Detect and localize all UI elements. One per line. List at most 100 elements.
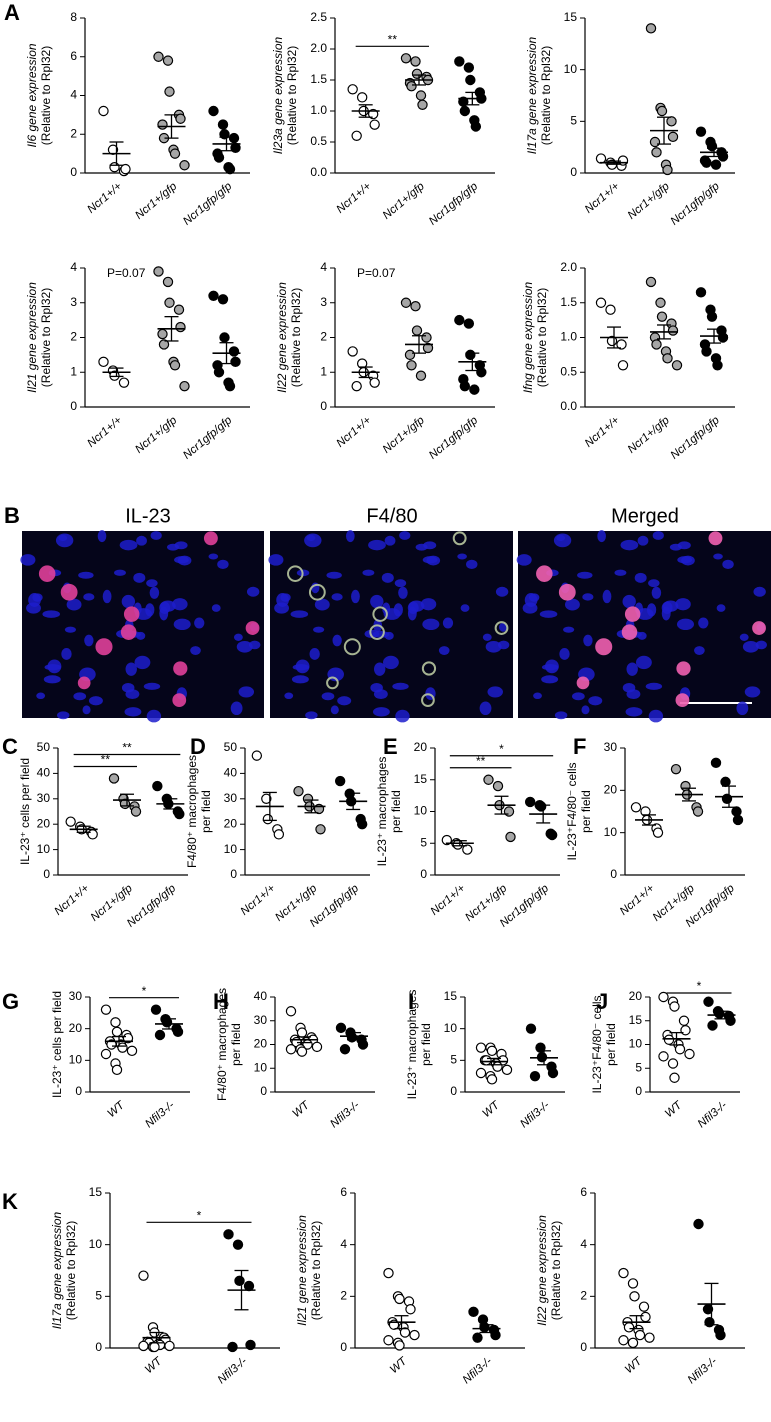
y-tick-label: 20	[224, 816, 238, 830]
nucleus	[398, 586, 408, 599]
y-tick-label: 6	[70, 49, 77, 63]
nucleus	[36, 692, 46, 700]
data-point	[175, 321, 186, 333]
nucleus	[669, 543, 682, 551]
y-tick-label: 5	[570, 114, 577, 128]
data-point	[678, 1015, 690, 1026]
data-point	[695, 126, 707, 137]
nucleus	[146, 579, 158, 588]
data-point	[109, 161, 120, 173]
nucleus	[460, 604, 470, 612]
data-point	[117, 1042, 128, 1053]
y-tick-label: 0	[260, 1084, 267, 1098]
data-point	[110, 1017, 121, 1028]
nucleus	[134, 655, 151, 670]
data-point	[644, 1332, 655, 1343]
y-tick-label: 0	[43, 867, 50, 881]
data-point	[667, 1058, 679, 1069]
data-point	[138, 1270, 149, 1281]
nucleus	[422, 618, 440, 630]
data-point	[98, 105, 109, 117]
nucleus	[321, 692, 335, 701]
data-point	[87, 829, 98, 840]
nucleus	[309, 648, 320, 660]
nucleus	[442, 617, 454, 629]
nucleus	[539, 610, 558, 618]
nucleus	[554, 711, 568, 720]
panel-letter: I	[408, 989, 414, 1014]
panel-letter: C	[2, 734, 18, 759]
stained-cell	[558, 583, 576, 601]
nucleus	[268, 554, 284, 566]
nucleus	[399, 531, 411, 540]
data-point	[213, 367, 225, 378]
y-axis-label: Il17a gene expression	[50, 1211, 64, 1329]
nucleus	[172, 598, 188, 611]
nucleus	[516, 554, 532, 566]
data-point	[454, 314, 465, 326]
nucleus	[637, 535, 649, 546]
data-point	[346, 1032, 358, 1043]
annotation: P=0.07	[357, 266, 396, 280]
data-point	[684, 1048, 695, 1060]
nucleus	[602, 589, 612, 604]
y-tick-label: 0	[580, 1340, 587, 1354]
data-point	[153, 51, 164, 62]
y-tick-label: 15	[564, 10, 578, 24]
y-tick-label: 4	[340, 1237, 347, 1251]
y-tick-label: 2.5	[310, 10, 327, 24]
data-point	[367, 108, 379, 120]
y-tick-label: 2	[320, 330, 327, 344]
data-point	[335, 1022, 347, 1034]
nucleus	[420, 598, 437, 611]
nucleus	[295, 659, 310, 674]
data-point	[347, 84, 358, 95]
significance-label: **	[388, 32, 398, 46]
data-point	[717, 332, 729, 343]
stained-cell	[123, 606, 140, 622]
stained-cell	[494, 621, 509, 635]
y-tick-label: 30	[37, 791, 51, 805]
data-point	[383, 1335, 394, 1346]
stained-cell	[287, 565, 304, 582]
nucleus	[125, 689, 140, 699]
nucleus	[58, 534, 68, 542]
stained-cell	[95, 638, 113, 656]
data-point	[481, 1055, 492, 1066]
y-tick-label: 10	[414, 804, 428, 818]
data-point	[100, 1004, 112, 1015]
y-tick-label: 0.5	[310, 134, 327, 148]
nucleus	[373, 689, 388, 699]
data-point	[616, 339, 627, 350]
data-point	[409, 1329, 420, 1341]
image-title: F4/80	[366, 505, 417, 527]
nucleus	[149, 586, 160, 599]
x-tick-label: Ncr1+/gfp	[381, 180, 428, 222]
data-point	[605, 304, 616, 315]
nucleus	[661, 606, 671, 621]
y-tick-label: 20	[629, 989, 643, 1003]
data-point	[667, 131, 679, 143]
nucleus	[230, 701, 243, 716]
nucleus	[211, 604, 221, 612]
nucleus	[626, 689, 641, 699]
data-point	[394, 1340, 405, 1351]
data-point	[347, 346, 358, 357]
y-tick-label: 20	[414, 740, 428, 754]
y-axis-label: (Relative to Rpl32)	[535, 288, 549, 387]
data-point	[169, 148, 181, 159]
y-axis-label: (Relative to Rpl32)	[39, 46, 53, 145]
data-point	[546, 829, 558, 841]
y-tick-label: 2	[70, 126, 77, 140]
y-tick-label: 10	[604, 825, 618, 839]
data-point	[670, 763, 682, 775]
nucleus	[332, 634, 342, 647]
data-point	[701, 346, 712, 357]
data-point	[463, 62, 475, 73]
y-tick-label: 0.0	[310, 165, 327, 179]
data-point	[505, 831, 516, 843]
data-point	[486, 1045, 498, 1057]
data-point	[732, 814, 744, 826]
nucleus	[556, 534, 566, 542]
data-point	[618, 1335, 629, 1346]
